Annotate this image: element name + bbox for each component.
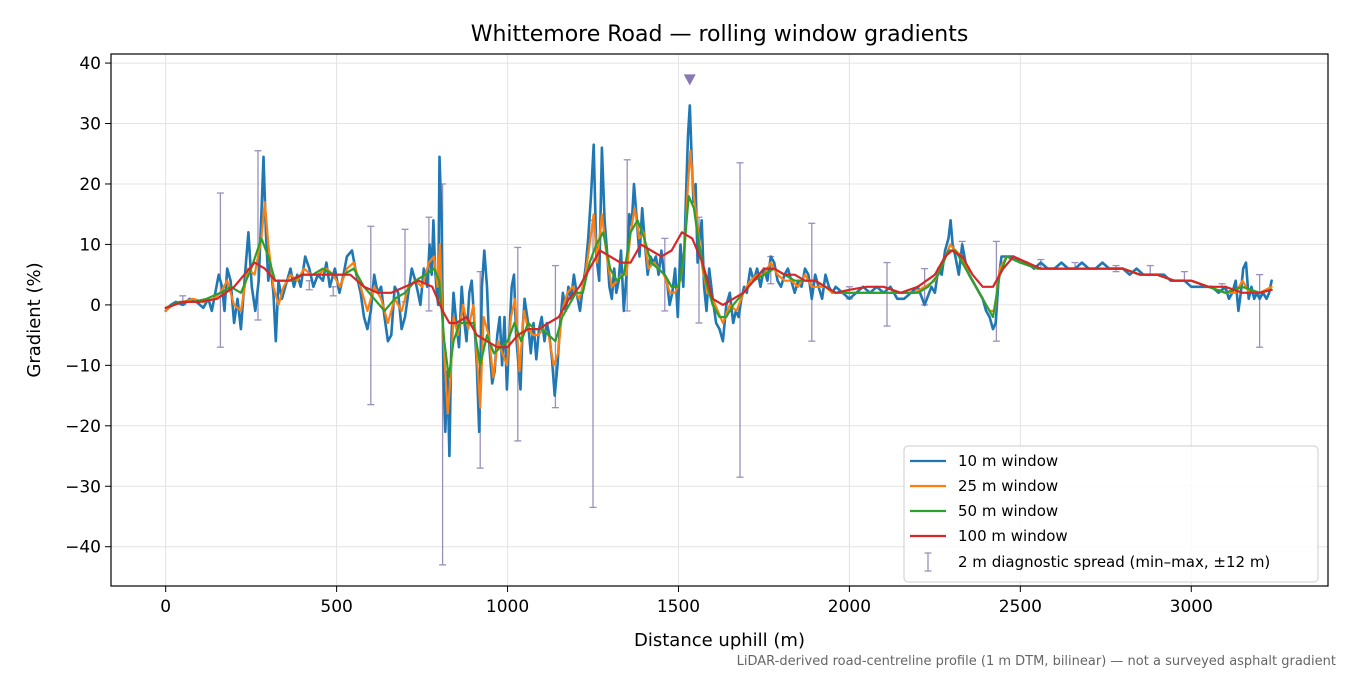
y-tick-label: 30 [79,115,101,135]
footnote: LiDAR-derived road-centreline profile (1… [737,654,1336,669]
diagnostic-spread-bar [216,192,224,348]
series-line-3 [164,195,1273,379]
x-tick-label: 3000 [1170,597,1213,617]
y-tick-label: −30 [65,477,101,497]
y-axis-ticks: −40 −30 −20 −10 0 10 20 30 40 [65,54,111,558]
legend-label: 25 m window [958,477,1058,495]
diagnostic-spread-bar [883,261,891,327]
peak-marker [683,74,696,86]
x-tick-label: 1500 [657,597,700,617]
y-tick-label: 40 [79,54,101,74]
x-tick-label: 2500 [999,597,1042,617]
series-line-2 [164,149,1273,415]
legend-swatch [924,552,932,572]
series-lines [164,104,1273,458]
peak-marker-layer [683,74,696,86]
legend-label: 50 m window [958,502,1058,520]
x-tick-label: 0 [160,597,171,617]
diagnostic-spread-bar [808,222,816,342]
y-tick-label: −40 [65,538,101,558]
x-axis-label: Distance uphill (m) [634,630,805,651]
y-tick-label: 10 [79,235,101,255]
diagnostic-spread-bar [736,162,744,478]
diagnostic-spread-bar [1256,274,1264,348]
series-line-4 [164,231,1273,349]
y-axis-label: Gradient (%) [24,262,45,377]
legend-label: 10 m window [958,452,1058,470]
x-axis-ticks: 0 500 1000 1500 2000 2500 3000 [160,586,1213,617]
legend-label: 2 m diagnostic spread (min–max, ±12 m) [958,553,1270,571]
y-tick-label: 20 [79,175,101,195]
chart-title: Whittemore Road — rolling window gradien… [471,22,969,47]
diagnostic-spread-bar [1180,270,1188,282]
legend: 10 m window 25 m window 50 m window 100 m w… [903,445,1319,583]
x-tick-label: 500 [320,597,352,617]
legend-box [903,445,1319,583]
legend-label: 100 m window [958,527,1068,545]
y-tick-label: 0 [90,296,101,316]
y-tick-label: −10 [65,356,101,376]
x-tick-label: 1000 [486,597,529,617]
diagnostic-spread-bar [329,286,337,297]
y-tick-label: −20 [65,417,101,437]
grid [111,54,1328,586]
plot-frame [110,53,1329,587]
series-line-1 [164,104,1273,458]
diagnostic-spread-bar [1146,264,1154,276]
x-tick-label: 2000 [828,597,871,617]
